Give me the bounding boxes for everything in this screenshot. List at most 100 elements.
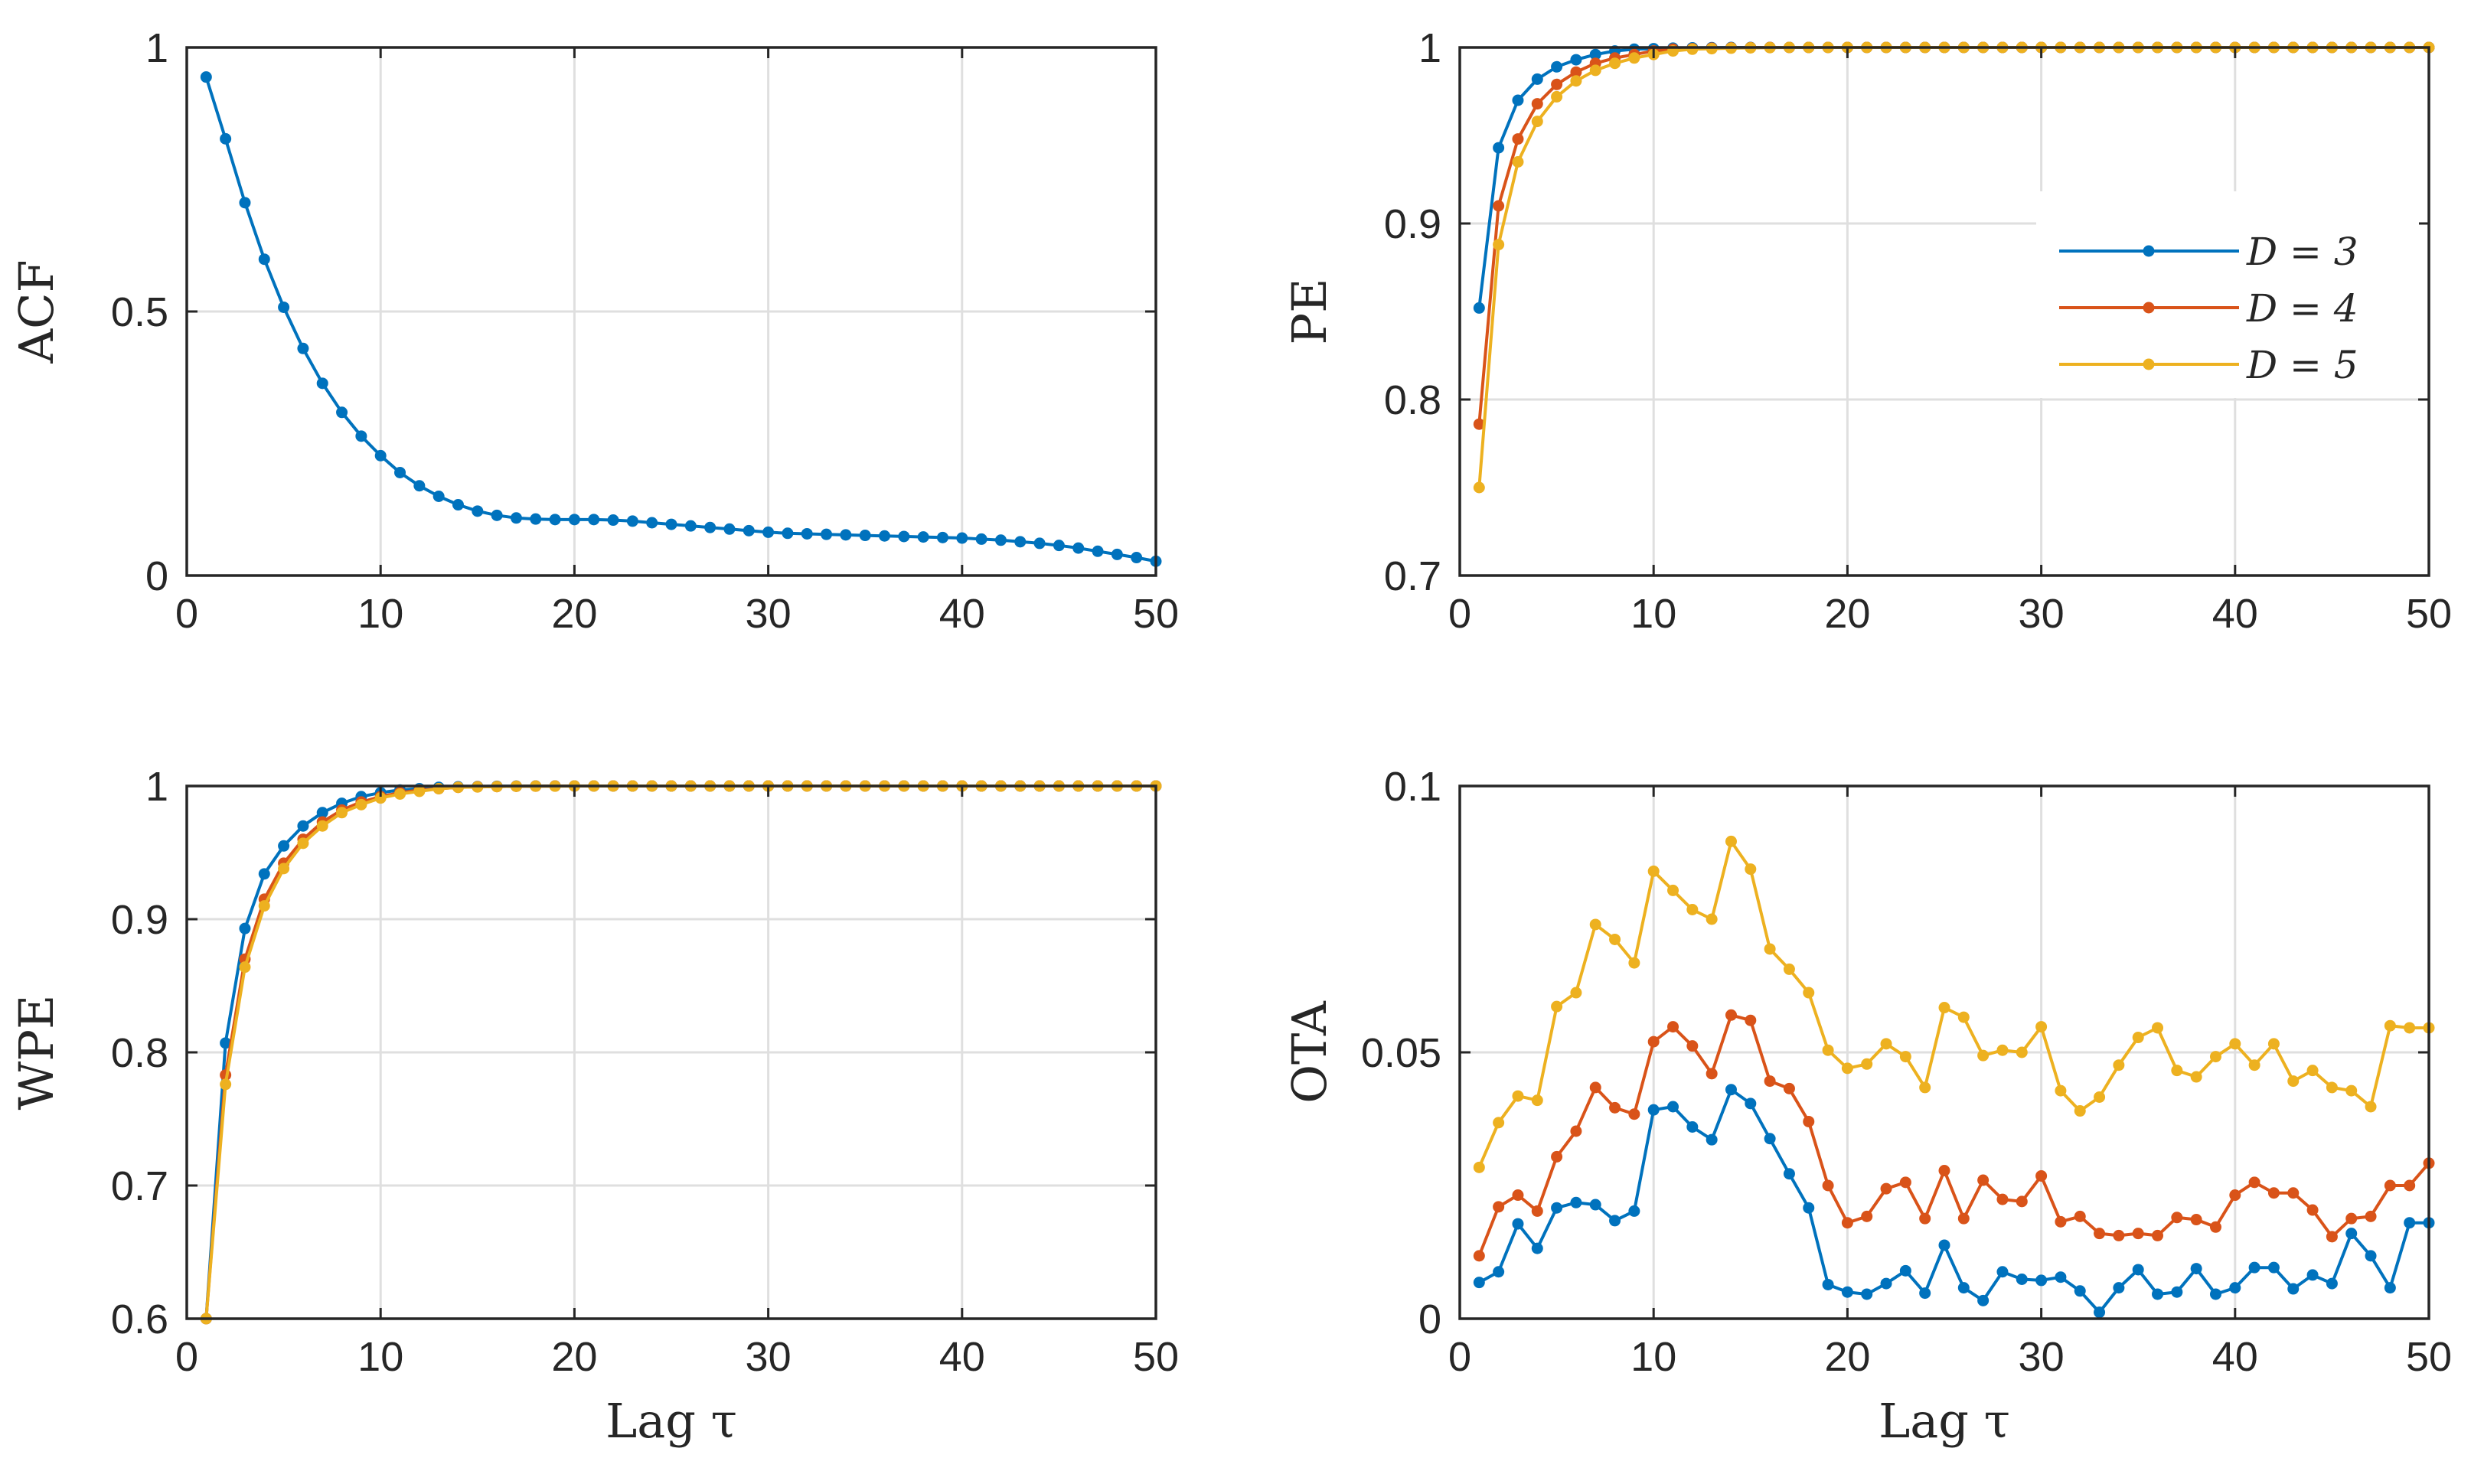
x-tick-label: 10: [1630, 1334, 1676, 1380]
data-point: [1551, 78, 1563, 90]
data-point: [510, 512, 522, 524]
data-point: [2287, 1283, 2300, 1295]
data-point: [1647, 1104, 1660, 1116]
data-point: [1725, 1084, 1737, 1096]
data-point: [1473, 1277, 1485, 1289]
data-point: [2326, 1277, 2338, 1290]
x-tick-label: 50: [1133, 591, 1179, 637]
y-tick-label: 0.8: [1384, 377, 1441, 423]
y-tick-label: 0.6: [111, 1296, 168, 1342]
data-point: [782, 527, 794, 540]
y-tick-label: 0: [1418, 1296, 1441, 1342]
data-point: [1725, 1009, 1737, 1021]
y-tick-label: 0.5: [111, 289, 168, 335]
y-tick-label: 0.8: [111, 1030, 168, 1076]
x-tick-label: 20: [1824, 591, 1870, 637]
data-point: [2248, 1261, 2260, 1274]
data-point: [1841, 1286, 1853, 1298]
panel-pe: 0 10 20 30 40 50 0.7 0.8 0.9 1 PE D = 3 D = 4 D = 5: [1281, 25, 2452, 637]
x-tick-label: 0: [1448, 1334, 1471, 1380]
x-tick-label: 10: [357, 1334, 403, 1380]
data-point: [258, 900, 270, 912]
y-tick-label: 1: [145, 25, 168, 71]
data-point: [1803, 1202, 1815, 1214]
x-tick-label: 40: [2212, 1334, 2258, 1380]
data-point: [2132, 1032, 2144, 1044]
data-point: [1957, 1212, 1970, 1225]
data-point: [1531, 1205, 1543, 1217]
x-tick-label: 40: [2212, 591, 2258, 637]
data-point: [1531, 1242, 1543, 1254]
data-point: [239, 197, 251, 209]
data-point: [2209, 1221, 2221, 1233]
y-tick-label: 0.9: [1384, 201, 1441, 247]
data-point: [394, 466, 406, 478]
data-point: [1551, 1202, 1563, 1214]
x-tick-label: 50: [1133, 1334, 1179, 1380]
data-point: [2171, 1286, 2183, 1298]
data-point: [2326, 1081, 2338, 1094]
series-line-ota-1: [1477, 1013, 2430, 1257]
data-point: [1493, 200, 1505, 212]
data-point: [2035, 1274, 2048, 1287]
data-point: [336, 406, 348, 419]
data-point: [1880, 1038, 1892, 1050]
data-point: [374, 792, 387, 804]
data-point: [1764, 1075, 1776, 1088]
data-point: [1996, 1266, 2009, 1278]
x-tick-label: 20: [1824, 1334, 1870, 1380]
data-point: [665, 518, 677, 530]
data-point: [2132, 1264, 2144, 1276]
data-point: [1899, 1176, 1911, 1189]
data-point: [1473, 418, 1485, 430]
data-point: [2113, 1282, 2125, 1294]
x-tick-label: 30: [746, 1334, 792, 1380]
y-tick-label: 0.1: [1384, 764, 1441, 810]
data-point: [2404, 1217, 2416, 1229]
y-axis-label: WPE: [8, 995, 64, 1111]
data-point: [840, 529, 852, 541]
data-point: [491, 509, 503, 521]
data-point: [2113, 1059, 2125, 1071]
data-point: [1493, 1266, 1505, 1278]
data-point: [1131, 552, 1143, 564]
data-point: [355, 798, 367, 810]
data-point: [994, 534, 1007, 546]
data-point: [1628, 52, 1640, 64]
data-point: [1628, 1205, 1640, 1217]
data-point: [1977, 1294, 1990, 1306]
data-point: [1880, 1277, 1892, 1290]
data-point: [1822, 1278, 1834, 1290]
data-point: [1111, 548, 1123, 560]
legend: D = 3 D = 4 D = 5: [2036, 191, 2419, 398]
data-point: [2384, 1179, 2396, 1192]
data-point: [1706, 913, 1718, 925]
data-point: [2094, 1306, 2106, 1319]
data-point: [316, 377, 328, 390]
data-point: [1745, 863, 1757, 876]
data-point: [1957, 1282, 1970, 1294]
y-axis-label: PE: [1281, 279, 1337, 345]
data-point: [374, 449, 387, 462]
data-point: [626, 515, 638, 527]
data-point: [433, 491, 445, 502]
x-axis-label: Lag τ: [1879, 1393, 2010, 1449]
data-point: [2365, 1101, 2377, 1113]
data-point: [1493, 239, 1505, 251]
data-point: [297, 820, 309, 832]
data-point: [200, 71, 212, 83]
data-point: [1570, 1125, 1582, 1137]
data-point: [1745, 1098, 1757, 1110]
data-point: [2016, 1273, 2028, 1285]
data-point: [1551, 1000, 1563, 1013]
data-point: [239, 961, 251, 974]
data-point: [1531, 73, 1543, 85]
data-point: [684, 520, 697, 532]
data-point: [2384, 1282, 2396, 1294]
data-point: [743, 524, 755, 537]
data-point: [1822, 1044, 1834, 1056]
x-tick-label: 10: [357, 591, 403, 637]
data-point: [2152, 1229, 2164, 1241]
data-point: [2326, 1231, 2338, 1243]
